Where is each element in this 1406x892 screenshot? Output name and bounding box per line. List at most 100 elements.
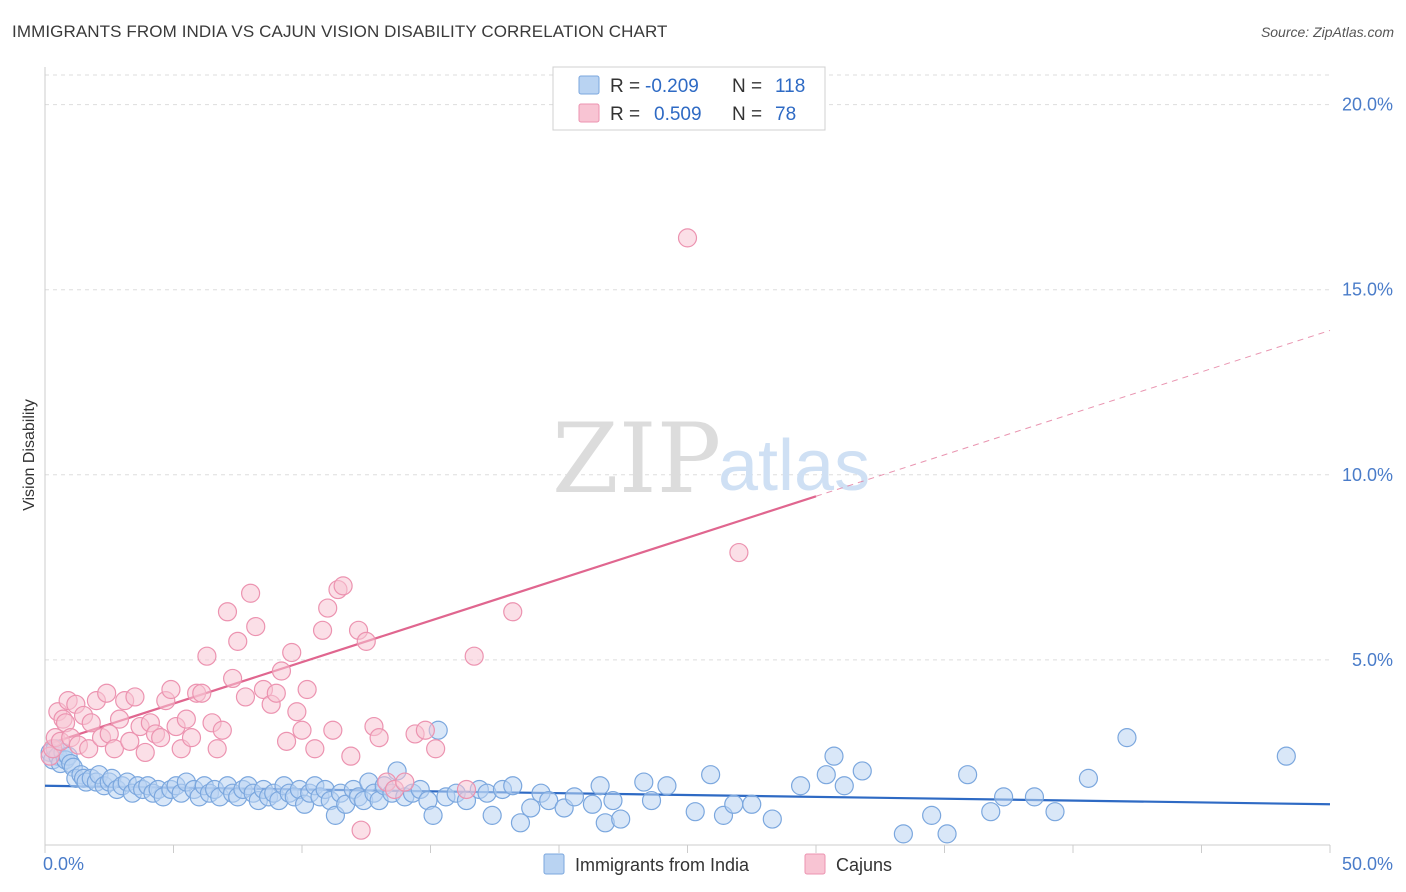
cajun-point-52 bbox=[287, 702, 307, 722]
x-tick-label-1: 50.0% bbox=[1342, 854, 1393, 874]
india-point-87 bbox=[510, 813, 531, 833]
india-point-117 bbox=[994, 787, 1014, 807]
cajun-point-71 bbox=[426, 739, 446, 759]
cajun-point-61 bbox=[341, 746, 361, 766]
cajun-point-27 bbox=[151, 728, 171, 748]
india-point-120 bbox=[1078, 768, 1099, 788]
trendlines bbox=[44, 329, 1331, 806]
cajun-point-41 bbox=[223, 668, 243, 689]
legend-n-value-2: 78 bbox=[775, 104, 796, 125]
india-point-88 bbox=[521, 798, 541, 818]
india-point-104 bbox=[724, 794, 744, 814]
india-point-96 bbox=[603, 790, 623, 811]
india-point-106 bbox=[762, 809, 782, 829]
india-point-114 bbox=[937, 824, 957, 844]
cajun-point-32 bbox=[176, 709, 196, 729]
series-legend-swatch-blue bbox=[543, 853, 565, 875]
cajun-point-42 bbox=[228, 631, 248, 651]
y-tick-label-2: 15.0% bbox=[1342, 280, 1393, 300]
cajun-point-50 bbox=[276, 731, 297, 751]
india-point-108 bbox=[816, 765, 836, 785]
cajun-point-29 bbox=[161, 679, 181, 700]
legend-swatch-blue bbox=[578, 75, 600, 95]
cajun-point-63 bbox=[356, 631, 376, 651]
cajun-point-38 bbox=[207, 739, 227, 759]
legend-r-value-2: 0.509 bbox=[654, 104, 702, 125]
legend-r-value-1: -0.209 bbox=[645, 76, 699, 97]
cajun-point-73 bbox=[464, 646, 484, 666]
cajun-point-65 bbox=[369, 728, 389, 748]
cajun-point-55 bbox=[305, 739, 325, 759]
india-point-115 bbox=[958, 765, 978, 785]
india-point-99 bbox=[641, 790, 662, 811]
series-legend: Immigrants from India Cajuns bbox=[543, 853, 892, 875]
y-axis-label: Vision Disability bbox=[21, 399, 38, 511]
india-point-101 bbox=[685, 802, 705, 822]
india-point-110 bbox=[834, 776, 854, 796]
cajun-point-49 bbox=[271, 661, 292, 681]
cajun-point-39 bbox=[212, 720, 232, 740]
india-point-119 bbox=[1045, 802, 1065, 822]
cajun-point-57 bbox=[318, 598, 338, 618]
india-point-109 bbox=[824, 746, 844, 766]
cajun-point-24 bbox=[135, 742, 155, 763]
cajun-point-13 bbox=[81, 713, 101, 733]
cajun-point-77 bbox=[351, 820, 371, 840]
india-point-116 bbox=[981, 802, 1001, 822]
legend-n-label-2: N = bbox=[732, 104, 762, 125]
watermark-zip: ZIP bbox=[552, 403, 721, 515]
axes bbox=[44, 67, 1331, 853]
cajun-point-36 bbox=[197, 646, 217, 666]
india-point-93 bbox=[582, 794, 603, 814]
legend-n-value-1: 118 bbox=[775, 76, 805, 97]
india-point-113 bbox=[922, 805, 942, 825]
y-tick-label-3: 20.0% bbox=[1342, 95, 1393, 115]
cajun-point-60 bbox=[333, 576, 353, 596]
cajun-point-18 bbox=[104, 739, 124, 759]
india-point-121 bbox=[1117, 728, 1137, 748]
cajun-point-51 bbox=[282, 642, 302, 663]
cajun-point-35 bbox=[192, 683, 212, 703]
legend-r-label-2: R = bbox=[610, 104, 640, 125]
cajun-point-44 bbox=[241, 583, 261, 603]
data-points bbox=[40, 228, 1296, 844]
india-point-100 bbox=[657, 776, 677, 796]
cajun-point-45 bbox=[246, 616, 266, 637]
cajun-point-56 bbox=[312, 620, 333, 640]
x-tick-label-0: 0.0% bbox=[43, 854, 84, 874]
india-point-118 bbox=[1024, 787, 1045, 807]
series-legend-label-1: Immigrants from India bbox=[575, 855, 750, 875]
chart-title: IMMIGRANTS FROM INDIA VS CAJUN VISION DI… bbox=[12, 22, 668, 41]
chart-source: Source: ZipAtlas.com bbox=[1260, 24, 1394, 40]
india-point-105 bbox=[742, 794, 762, 814]
india-point-86 bbox=[503, 776, 523, 796]
cajun-point-72 bbox=[456, 779, 477, 800]
cajun-point-58 bbox=[323, 720, 343, 740]
correlation-legend: R = -0.209 N = 118 R = 0.509 N = 78 bbox=[552, 66, 826, 131]
legend-n-label-1: N = bbox=[732, 76, 762, 97]
cajun-point-76 bbox=[729, 542, 749, 563]
y-tick-label-0: 5.0% bbox=[1352, 650, 1393, 670]
cajun-point-68 bbox=[395, 772, 415, 792]
india-point-92 bbox=[564, 787, 585, 807]
cajun-point-70 bbox=[415, 720, 435, 740]
series-legend-swatch-pink bbox=[804, 853, 826, 875]
legend-swatch-pink bbox=[578, 103, 600, 123]
india-point-94 bbox=[590, 776, 610, 796]
cajun-point-21 bbox=[120, 731, 140, 751]
x-tick-labels: 0.0% 50.0% bbox=[43, 854, 1393, 874]
india-point-97 bbox=[611, 809, 631, 829]
cajun-point-53 bbox=[292, 720, 312, 740]
india-point-90 bbox=[539, 790, 559, 811]
india-point-77 bbox=[423, 805, 443, 825]
series-legend-label-2: Cajuns bbox=[836, 855, 892, 875]
cajun-trendline-extension bbox=[815, 329, 1331, 497]
cajun-point-12 bbox=[79, 739, 99, 759]
india-point-98 bbox=[634, 772, 654, 792]
cajun-point-19 bbox=[109, 709, 130, 729]
cajun-point-43 bbox=[235, 687, 256, 707]
india-point-122 bbox=[1276, 746, 1296, 766]
y-tick-labels: 5.0% 10.0% 15.0% 20.0% bbox=[1342, 95, 1393, 670]
cajun-point-54 bbox=[297, 679, 317, 700]
india-point-111 bbox=[852, 761, 872, 781]
